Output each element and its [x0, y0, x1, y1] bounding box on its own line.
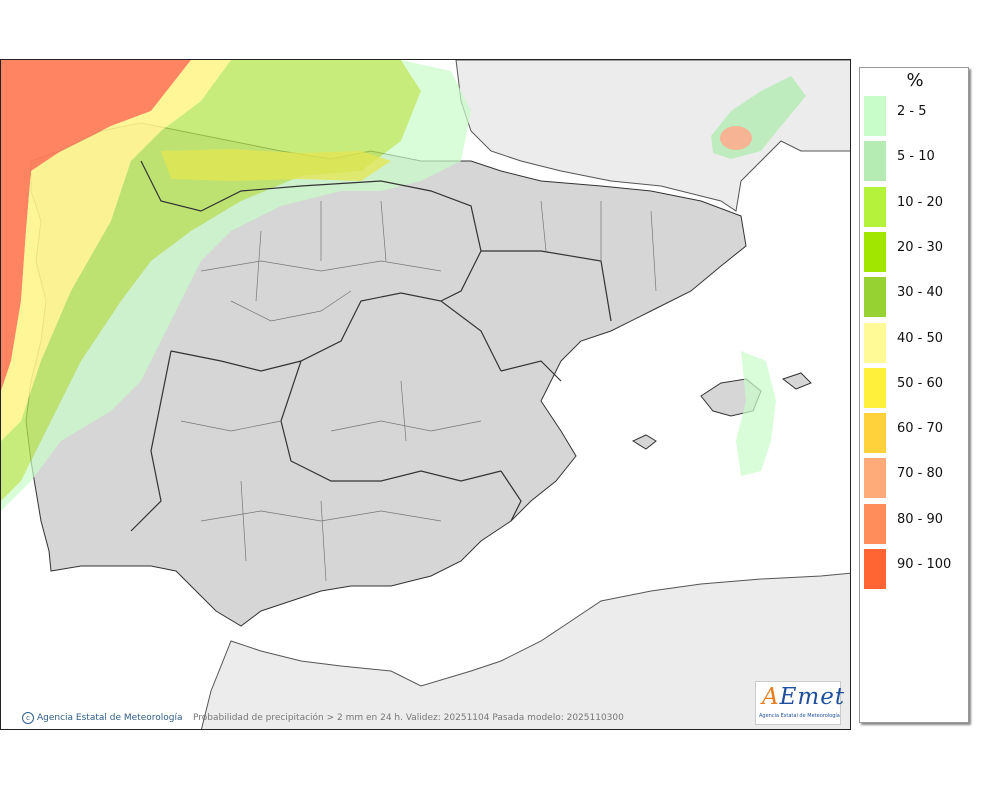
credit-text: Agencia Estatal de Meteorología [37, 713, 183, 723]
province-borders [180, 200, 657, 582]
legend-item: 90 - 100 [864, 545, 964, 589]
legend-item: 70 - 80 [864, 454, 964, 499]
copyright-icon: c [22, 712, 34, 724]
africa-land [200, 572, 850, 729]
aemet-credit[interactable]: c Agencia Estatal de Meteorología [22, 712, 183, 724]
legend-swatch [864, 186, 886, 227]
legend-swatch [864, 141, 886, 182]
precip-zone-90-100 [1, 60, 191, 391]
aemet-logo[interactable]: AEmet Agencia Estatal de Meteorología [755, 681, 844, 725]
precipitation-map[interactable] [0, 59, 851, 730]
legend-item: 20 - 30 [864, 228, 964, 272]
legend-item: 50 - 60 [864, 364, 964, 408]
legend-label: 20 - 30 [897, 239, 944, 255]
legend-label: 50 - 60 [897, 375, 944, 391]
legend-swatch [864, 277, 886, 318]
legend-title: % [906, 70, 924, 91]
legend-label: 10 - 20 [897, 194, 944, 210]
legend-item: 10 - 20 [864, 183, 964, 227]
legend-swatch [864, 503, 886, 544]
legend-label: 40 - 50 [897, 330, 944, 346]
legend-swatch [864, 413, 886, 454]
legend-swatch [864, 231, 886, 272]
logo-subtitle: Agencia Estatal de Meteorología [759, 713, 840, 719]
legend-item: 5 - 10 [864, 137, 964, 182]
map-caption: Probabilidad de precipitación > 2 mm en … [193, 713, 624, 723]
legend-item: 80 - 90 [864, 500, 964, 544]
legend-label: 30 - 40 [897, 285, 944, 301]
legend-item: 30 - 40 [864, 273, 964, 318]
legend-swatch [864, 367, 886, 408]
precip-zone-pyrenees-core [720, 126, 752, 150]
legend-label: 2 - 5 [897, 104, 927, 119]
menorca-land [781, 372, 812, 390]
legend-item: 60 - 70 [864, 409, 964, 454]
legend-panel: % 2 - 5 5 - 10 10 - 20 20 - 30 30 - 40 40 - 5… [859, 67, 969, 723]
legend-item: 40 - 50 [864, 319, 964, 363]
precip-zone-cantabria [161, 149, 391, 181]
logo-text-rest: Emet [779, 684, 846, 710]
precip-zone-40-60 [1, 60, 231, 441]
legend-label: 70 - 80 [897, 466, 944, 482]
logo-mark: AEmet [762, 684, 846, 710]
legend-swatch [864, 458, 886, 499]
legend-label: 90 - 100 [897, 557, 952, 572]
regional-borders [130, 160, 612, 532]
legend-swatch [864, 549, 886, 589]
precip-zone-balearic [736, 351, 776, 476]
legend-label: 80 - 90 [897, 511, 944, 527]
ibiza-land [631, 434, 657, 450]
legend-swatch [864, 96, 886, 136]
legend-item: 2 - 5 [864, 92, 964, 136]
legend-label: 5 - 10 [897, 149, 935, 165]
legend-swatch [864, 322, 886, 363]
legend-label: 60 - 70 [897, 421, 944, 437]
